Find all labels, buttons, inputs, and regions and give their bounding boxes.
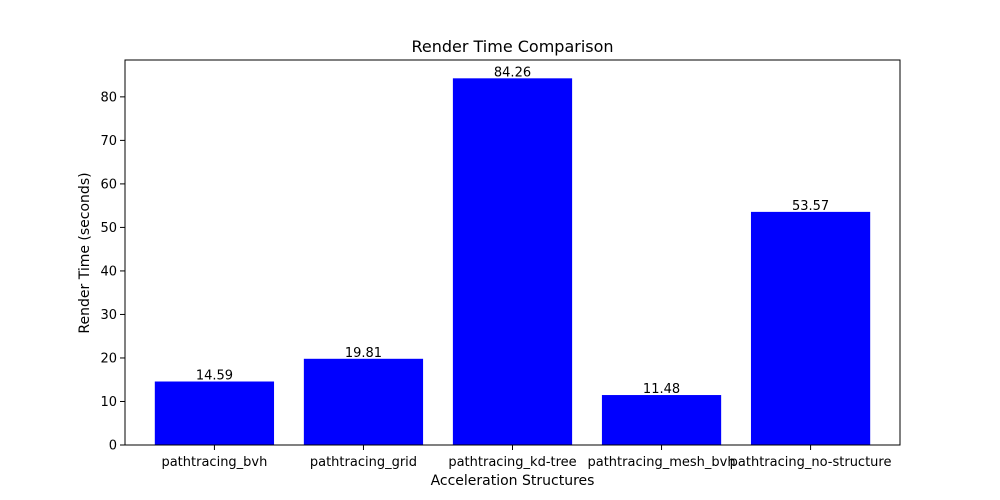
- x-tick-label-pathtracing_no-structure: pathtracing_no-structure: [730, 455, 892, 470]
- y-tick-label: 0: [109, 439, 117, 454]
- x-tick-label-pathtracing_grid: pathtracing_grid: [310, 455, 417, 470]
- bar-pathtracing_kd-tree: [452, 78, 573, 446]
- bar-pathtracing_bvh: [154, 381, 275, 445]
- x-tick-label-pathtracing_kd-tree: pathtracing_kd-tree: [448, 455, 576, 470]
- data-label-pathtracing_mesh_bvh: 11.48: [643, 382, 680, 397]
- y-tick-label: 80: [100, 90, 117, 105]
- y-tick-label: 50: [100, 221, 117, 236]
- y-axis-label: Render Time (seconds): [77, 172, 93, 333]
- bar-pathtracing_grid: [303, 358, 424, 445]
- plot-area: 14.59 19.81 84.26 11.48 53.57 0 10 20 30 40 50 60 70…: [100, 59, 901, 470]
- y-tick-label: 70: [100, 134, 117, 149]
- y-tick-label: 40: [100, 264, 117, 279]
- chart-title: Render Time Comparison: [411, 37, 613, 56]
- bar-pathtracing_mesh_bvh: [601, 395, 722, 445]
- x-axis-label: Acceleration Structures: [431, 473, 595, 489]
- y-tick-label: 60: [100, 177, 117, 192]
- data-label-pathtracing_kd-tree: 84.26: [494, 65, 531, 80]
- y-tick-label: 10: [100, 395, 117, 410]
- y-tick-label: 30: [100, 308, 117, 323]
- x-tick-label-pathtracing_bvh: pathtracing_bvh: [161, 455, 267, 470]
- x-tick-label-pathtracing_mesh_bvh: pathtracing_mesh_bvh: [587, 455, 735, 470]
- data-label-pathtracing_bvh: 14.59: [196, 369, 233, 384]
- y-tick-label: 20: [100, 351, 117, 366]
- data-label-pathtracing_grid: 19.81: [345, 346, 382, 361]
- bar-pathtracing_no-structure: [750, 211, 871, 445]
- data-label-pathtracing_no-structure: 53.57: [792, 199, 829, 214]
